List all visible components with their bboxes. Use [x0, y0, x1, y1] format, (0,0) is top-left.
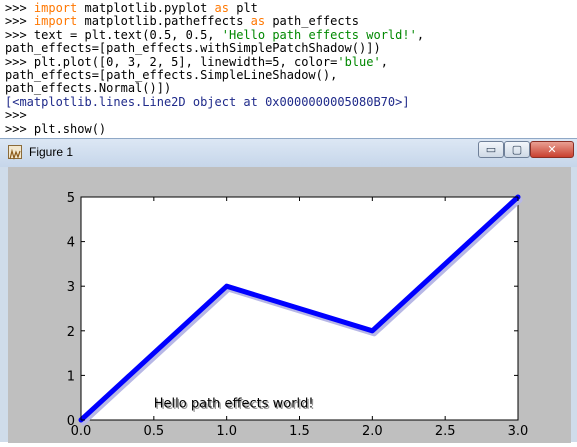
x-tick-label: 0.0	[71, 424, 92, 439]
window-titlebar[interactable]: Figure 1 ▭ ▢ ✕	[0, 139, 577, 167]
console-token: import	[33, 14, 78, 29]
close-icon: ✕	[547, 143, 557, 156]
console-token: >>> text = plt.text(0.5, 0.5,	[5, 27, 222, 42]
console-token: >>>	[5, 108, 27, 123]
y-tick-label: 2	[67, 325, 75, 340]
annotation-shadow: Hello path effects world!	[155, 398, 315, 413]
x-tick-label: 2.5	[435, 424, 456, 439]
console-token: [<matplotlib.lines.Line2D object at 0x00…	[5, 94, 410, 109]
x-tick-label: 1.5	[289, 424, 310, 439]
x-tick-label: 1.0	[216, 424, 237, 439]
console-token: path_effects.Normal()])	[5, 81, 172, 96]
console-token: matplotlib.pyplot	[77, 1, 215, 15]
maximize-icon: ▢	[511, 143, 523, 156]
console-token: ,	[380, 54, 388, 69]
tick-layer: 0.0 0.5 1.0 1.5 2.0 2.5 3.0 0 1 2 3 4 5	[67, 191, 529, 439]
console-token: >>>	[5, 14, 34, 29]
console-line: >>> import matplotlib.pyplot as plt	[5, 1, 577, 15]
annotation-text: Hello path effects world!	[154, 397, 314, 412]
figure-window: Figure 1 ▭ ▢ ✕ 0.0 0.5 1.0 1.5 2.0 2.5 3.0 0 1 2 3…	[0, 138, 577, 443]
console-line: path_effects=[path_effects.withSimplePat…	[5, 41, 577, 56]
console-line: >>> plt.show()	[5, 121, 577, 136]
minimize-icon: ▭	[485, 143, 497, 156]
matplotlib-app-icon	[8, 145, 22, 161]
y-tick-label: 1	[67, 369, 75, 384]
console-token: >>> plt.show()	[5, 121, 107, 136]
console-token: as	[214, 1, 229, 15]
console-token: >>> plt.plot([0, 3, 2, 5], linewidth=5, …	[5, 54, 338, 69]
figure-canvas[interactable]: 0.0 0.5 1.0 1.5 2.0 2.5 3.0 0 1 2 3 4 5 Hello path e…	[8, 167, 571, 443]
close-button[interactable]: ✕	[530, 141, 574, 158]
line-layer	[78, 194, 521, 423]
console-token: as	[250, 14, 266, 29]
console-token: import	[33, 1, 78, 15]
maximize-button[interactable]: ▢	[504, 141, 530, 158]
window-title: Figure 1	[29, 145, 74, 159]
line-chart: 0.0 0.5 1.0 1.5 2.0 2.5 3.0 0 1 2 3 4 5 Hello path e…	[67, 191, 529, 439]
y-tick-label: 3	[67, 280, 75, 295]
series-line	[78, 194, 521, 423]
console-line: >>> text = plt.text(0.5, 0.5, 'Hello pat…	[5, 27, 577, 42]
console-line: >>>	[5, 108, 577, 123]
console-line: path_effects=[path_effects.SimpleLineSha…	[5, 67, 577, 82]
python-console[interactable]: >>> import matplotlib.pyplot as plt >>> i…	[0, 0, 577, 138]
console-token: path_effects=[path_effects.withSimplePat…	[5, 41, 381, 56]
console-line: >>> plt.plot([0, 3, 2, 5], linewidth=5, …	[5, 54, 577, 69]
y-tick-label: 0	[67, 414, 75, 429]
console-line: path_effects.Normal()])	[5, 82, 577, 95]
y-tick-label: 5	[67, 191, 75, 206]
console-token: path_effects	[265, 14, 360, 29]
annotation-layer: Hello path effects world!Hello path effe…	[154, 397, 315, 414]
x-tick-label: 3.0	[508, 424, 529, 439]
console-token: ,	[416, 27, 425, 42]
console-line: [<matplotlib.lines.Line2D object at 0x00…	[5, 94, 577, 109]
x-tick-label: 0.5	[143, 424, 164, 439]
minimize-button[interactable]: ▭	[478, 141, 504, 158]
console-token: >>>	[5, 1, 34, 15]
console-line: >>> import matplotlib.patheffects as pat…	[5, 15, 577, 28]
console-token: 'blue'	[337, 54, 381, 69]
console-token: plt	[229, 1, 258, 15]
y-tick-label: 4	[67, 236, 75, 251]
console-token: 'Hello path effects world!'	[221, 27, 417, 42]
console-token: matplotlib.patheffects	[77, 14, 251, 29]
x-tick-label: 2.0	[362, 424, 383, 439]
console-token: path_effects=[path_effects.SimpleLineSha…	[5, 67, 338, 82]
